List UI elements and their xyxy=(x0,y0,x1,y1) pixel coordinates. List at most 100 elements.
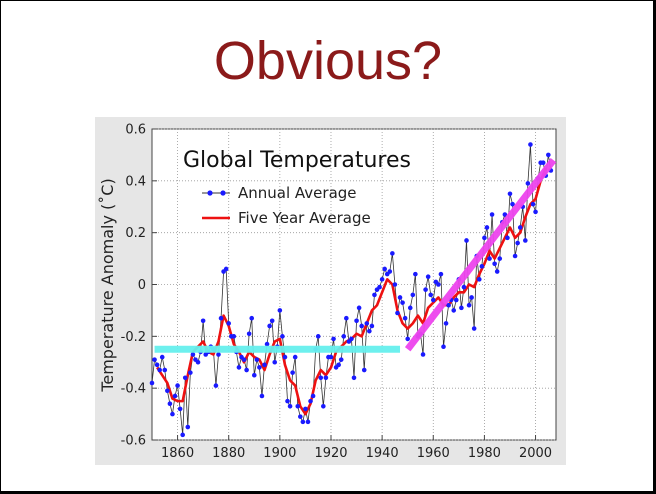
annual-average-point xyxy=(303,406,308,412)
annual-average-point xyxy=(446,302,451,308)
y-tick-label: 0 xyxy=(138,278,146,293)
annual-average-point xyxy=(254,357,260,362)
post-1950-trend-line xyxy=(404,157,557,352)
annual-average-point xyxy=(469,295,474,300)
annual-average-point xyxy=(428,292,434,298)
annual-average-point xyxy=(377,284,382,290)
x-tick-label: 2000 xyxy=(519,446,552,461)
annual-average-point xyxy=(200,318,206,324)
annual-average-point xyxy=(269,318,275,324)
annual-average-point xyxy=(213,383,219,388)
annual-average-point xyxy=(290,370,295,375)
x-tick-label: 1940 xyxy=(366,446,399,461)
annual-average-point xyxy=(172,393,178,399)
annual-average-point xyxy=(379,277,385,282)
annual-average-point xyxy=(223,266,229,272)
annual-average-point xyxy=(323,375,329,381)
annual-average-point xyxy=(226,321,232,326)
annual-average-point xyxy=(236,365,242,370)
annual-average-point xyxy=(471,326,477,331)
axis-ticks: 1860 1880 1900 1920 1940 1960 1980 2000 -0.6 -0.4… xyxy=(121,123,552,462)
annual-average-point xyxy=(349,336,354,342)
annual-average-point xyxy=(369,323,375,329)
annual-average-point xyxy=(451,308,457,313)
annual-average-point xyxy=(180,432,185,438)
annual-average-point xyxy=(372,292,377,298)
annual-average-point xyxy=(517,225,523,230)
annual-average-point xyxy=(182,375,188,381)
y-tick-label: -0.6 xyxy=(121,434,146,449)
annual-average-point xyxy=(267,323,272,329)
annual-average-point xyxy=(515,240,520,246)
annual-average-point xyxy=(443,321,449,326)
y-tick-label: 0.6 xyxy=(125,123,146,138)
x-tick-label: 1960 xyxy=(417,446,450,461)
annual-average-point xyxy=(528,142,533,147)
annual-average-point xyxy=(246,331,252,337)
y-tick-label: 0.4 xyxy=(125,174,146,189)
annual-average-point xyxy=(438,271,444,277)
y-axis-label: Temperature Anomaly (˚C) xyxy=(98,178,117,392)
y-tick-label: -0.2 xyxy=(121,330,146,345)
legend-annual-marker xyxy=(220,190,226,196)
annual-average-point xyxy=(464,238,469,243)
annual-average-point xyxy=(420,352,426,357)
annual-average-point xyxy=(308,398,313,404)
annual-average-point xyxy=(395,310,400,316)
x-tick-label: 1980 xyxy=(468,446,501,461)
annual-average-point xyxy=(280,334,285,339)
annual-average-point xyxy=(159,354,165,360)
annual-average-point xyxy=(502,212,508,217)
chart-title: Global Temperatures xyxy=(183,148,411,173)
annual-average-point xyxy=(402,315,408,321)
annual-average-point xyxy=(423,287,428,292)
annual-average-point xyxy=(364,321,370,326)
annual-average-point xyxy=(300,419,306,425)
annual-average-point xyxy=(272,359,278,365)
annual-average-point xyxy=(149,380,155,386)
annual-average-point xyxy=(244,367,249,373)
annual-average-point xyxy=(489,212,495,217)
annual-average-point xyxy=(277,308,283,313)
annual-average-point xyxy=(167,401,173,407)
annual-average-point xyxy=(459,305,464,311)
annotation-overlay xyxy=(154,157,557,353)
annual-average-point xyxy=(484,225,490,230)
annual-average-point xyxy=(494,269,500,274)
annual-average-point xyxy=(315,334,321,339)
annual-average-point xyxy=(249,315,255,321)
x-tick-label: 1920 xyxy=(314,446,347,461)
annual-average-point xyxy=(400,300,405,305)
annual-average-point xyxy=(295,404,301,409)
annual-average-point xyxy=(292,354,298,360)
annual-average-point xyxy=(523,238,528,243)
annual-average-point xyxy=(361,367,367,373)
annual-average-point xyxy=(436,282,441,287)
legend-annual-label: Annual Average xyxy=(238,184,357,202)
annual-average-point xyxy=(195,359,201,365)
annual-average-point xyxy=(188,370,193,375)
annual-average-point xyxy=(321,404,326,409)
annual-average-point xyxy=(510,201,515,207)
annual-average-point xyxy=(482,235,487,241)
annual-average-point xyxy=(351,375,357,381)
annual-average-point xyxy=(218,315,224,321)
x-tick-label: 1880 xyxy=(212,446,245,461)
annual-average-point xyxy=(392,282,398,287)
annual-average-point xyxy=(382,266,387,272)
annual-average-point xyxy=(505,235,510,241)
annual-average-point xyxy=(407,305,413,311)
annual-average-point xyxy=(390,251,395,256)
annual-average-point xyxy=(305,419,311,425)
annual-average-point xyxy=(387,269,393,274)
annual-average-point xyxy=(512,253,518,259)
annual-average-point xyxy=(367,328,372,334)
annual-average-point xyxy=(285,398,290,404)
legend-fiveyear-label: Five Year Average xyxy=(238,209,371,227)
annual-average-point xyxy=(216,352,221,357)
annual-average-point xyxy=(157,367,162,373)
y-tick-label: -0.4 xyxy=(121,382,146,397)
annual-average-point xyxy=(298,414,303,419)
annual-average-point xyxy=(461,284,467,290)
